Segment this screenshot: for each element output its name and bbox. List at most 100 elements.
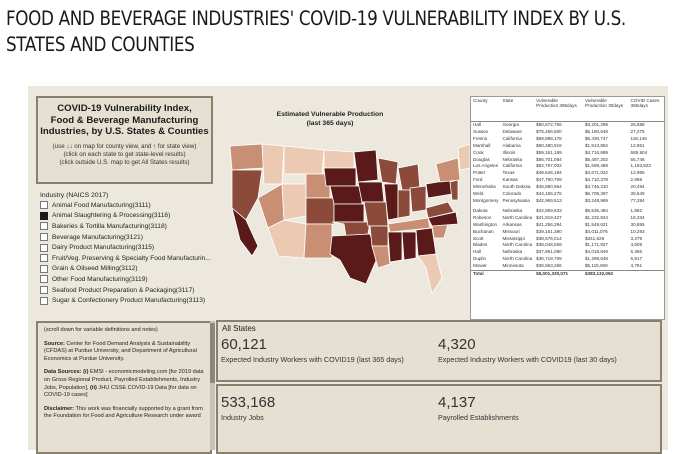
map-state-region[interactable] [417, 253, 443, 296]
industry-checkbox[interactable] [40, 211, 48, 220]
map-state-region[interactable] [329, 233, 379, 285]
table-row[interactable]: Robeson North Carolina $41,919,427 $1,232,9… [471, 215, 664, 222]
table-row[interactable]: Sussex Delaware $75,466,500 $5,180,548 27,27… [471, 129, 664, 136]
table-cell: $1,813,852 [585, 142, 608, 148]
table-header-cell[interactable]: Vulnerable Production 365days [534, 97, 583, 122]
table-row[interactable]: Scott Mississippi $38,576,014 $341,629 3,279 [471, 236, 664, 243]
industry-option[interactable]: Animal Slaughtering & Processing(3116) [40, 211, 220, 222]
industry-option-label: Seafood Product Preparation & Packaging(… [52, 286, 195, 294]
map-state-region[interactable] [281, 183, 307, 221]
map-state-region[interactable] [457, 143, 471, 171]
table-cell: $52,797,002 [536, 163, 562, 169]
table-row[interactable]: Douglas Nebraska $56,701,084 $5,487,202 55,7… [471, 157, 664, 164]
table-row[interactable]: Mower Minnesota $36,563,266 $5,115,069 4,791 [471, 263, 664, 270]
table-row[interactable]: Hall Nebraska $37,861,090 $4,019,849 6,356 [471, 249, 664, 256]
industry-option[interactable]: Animal Food Manufacturing(3111) [40, 200, 220, 211]
table-cell: 18,334 [630, 214, 645, 220]
map-state-region[interactable] [397, 189, 411, 219]
table-cell: $60,480,916 [536, 142, 562, 148]
map-state-region[interactable] [363, 201, 389, 227]
industry-option[interactable]: Dairy Product Manufacturing(3115) [40, 242, 220, 253]
industry-checkbox[interactable] [40, 264, 48, 273]
map-state-region[interactable] [369, 225, 389, 247]
industry-checkbox[interactable] [40, 296, 48, 305]
map-state-region[interactable] [323, 149, 355, 169]
industry-option-label: Grain & Oilseed Milling(3112) [52, 265, 138, 273]
map-state-region[interactable] [409, 185, 427, 213]
industry-option[interactable]: Grain & Oilseed Milling(3112) [40, 264, 220, 275]
map-state-region[interactable] [377, 157, 399, 185]
us-choropleth-map[interactable] [222, 128, 472, 308]
table-row[interactable]: Montgomery Pennsylvania $42,969,513 $3,248,… [471, 198, 664, 205]
map-state-region[interactable] [387, 231, 403, 263]
table-row[interactable]: Weld Colorado $44,156,276 $6,708,397 39,649 [471, 191, 664, 198]
map-state-region[interactable] [425, 179, 453, 199]
map-state-region[interactable] [401, 231, 417, 261]
table-cell: $80,672,756 [536, 122, 562, 127]
table-row[interactable]: Minnehaha South Dakota $45,880,964 $4,746,3… [471, 184, 664, 191]
source-text: Center for Food Demand Analysis & Sustai… [44, 340, 197, 362]
industry-checkbox[interactable] [40, 254, 48, 263]
table-cell: Nebraska [502, 249, 523, 255]
map-state-region[interactable] [353, 149, 379, 183]
table-row[interactable]: Ford Kansas $47,790,709 $4,710,378 2,959 [471, 177, 664, 184]
map-state-region[interactable] [323, 167, 357, 187]
industry-checkbox[interactable] [40, 233, 48, 242]
table-row[interactable]: Duplin North Carolina $36,718,709 $1,299,64… [471, 256, 664, 263]
map-state-region[interactable] [231, 169, 263, 221]
table-row[interactable]: Cook Illinois $59,161,169 $4,716,689 585,904 [471, 150, 664, 157]
industry-option[interactable]: Beverage Manufacturing(3121) [40, 232, 220, 243]
table-cell: 4,791 [630, 263, 643, 269]
industry-option[interactable]: Seafood Product Preparation & Packaging(… [40, 285, 220, 296]
map-state-region[interactable] [435, 157, 461, 183]
table-row[interactable]: Marshall Alabama $60,480,916 $1,813,852 12,9… [471, 143, 664, 150]
industry-option[interactable]: Fruit/Veg. Preserving & Specialty Food M… [40, 253, 220, 264]
map-state-region[interactable] [257, 183, 285, 229]
map-state-region[interactable] [371, 245, 391, 269]
notes-scrollbar[interactable] [210, 321, 215, 450]
table-cell: $44,156,276 [536, 191, 562, 197]
table-row[interactable]: Los Angeles California $52,797,002 $1,699,4… [471, 163, 664, 170]
map-state-region[interactable] [229, 143, 265, 171]
notes-scrollbar-thumb[interactable] [210, 323, 215, 383]
industry-option-label: Fruit/Veg. Preserving & Specialty Food M… [52, 254, 211, 262]
table-row[interactable]: Washington Arkansas $41,256,294 $1,549,621 3… [471, 222, 664, 229]
table-row[interactable]: Dakota Nebraska $42,859,833 $5,535,484 1,882 [471, 208, 664, 215]
map-state-region[interactable] [283, 145, 325, 175]
table-header-cell[interactable]: County [471, 97, 501, 122]
table-row[interactable]: Fresno California $69,888,178 $5,430,747 118… [471, 136, 664, 143]
map-state-region[interactable] [357, 181, 385, 203]
industry-checkbox[interactable] [40, 286, 48, 295]
map-state-region[interactable] [231, 206, 259, 257]
industry-checkbox[interactable] [40, 243, 48, 252]
table-cell: $6,708,397 [585, 191, 608, 197]
notes-panel[interactable]: (scroll down for variable definitions an… [36, 321, 212, 454]
industry-checkbox[interactable] [40, 222, 48, 231]
industry-option[interactable]: Sugar & Confectionery Product Manufactur… [40, 295, 220, 306]
table-row[interactable]: Potter Texas $49,546,194 $4,671,022 12,965 [471, 170, 664, 177]
data-sources-label-2: (ii) [90, 384, 97, 391]
map-state-region[interactable] [329, 185, 363, 205]
table-header-cell[interactable]: State [500, 97, 535, 122]
map-state-region[interactable] [449, 179, 459, 201]
table-header-cell[interactable]: Vulnerable Production 30days [583, 97, 629, 122]
map-state-region[interactable] [261, 143, 285, 185]
map-state-region[interactable] [333, 203, 365, 223]
table-header-cell[interactable]: COVID Cases 365days [628, 97, 664, 122]
county-table[interactable]: County State Vulnerable Production 365days… [470, 96, 665, 320]
industry-checkbox[interactable] [40, 275, 48, 284]
map-state-region[interactable] [303, 223, 333, 259]
table-row[interactable]: Bladen North Carolina $38,048,559 $1,171,92… [471, 242, 664, 249]
industry-option[interactable]: Bakeries & Tortilla Manufacturing(3118) [40, 221, 220, 232]
industry-option[interactable]: Other Food Manufacturing(3119) [40, 274, 220, 285]
table-row[interactable]: Buchanan Missouri $39,161,390 $4,011,076 10,… [471, 229, 664, 236]
map-state-region[interactable] [305, 197, 335, 225]
table-row[interactable]: Hall Georgia $80,672,756 $3,201,299 26,588 [471, 122, 664, 129]
table-cell: $4,710,378 [585, 177, 608, 183]
map-state-region[interactable] [267, 219, 307, 259]
map-state-region[interactable] [425, 201, 455, 219]
map-state-region[interactable] [397, 163, 421, 191]
table-cell: Douglas [473, 156, 490, 162]
table-cell: Potter [473, 170, 486, 176]
industry-checkbox[interactable] [40, 201, 48, 210]
